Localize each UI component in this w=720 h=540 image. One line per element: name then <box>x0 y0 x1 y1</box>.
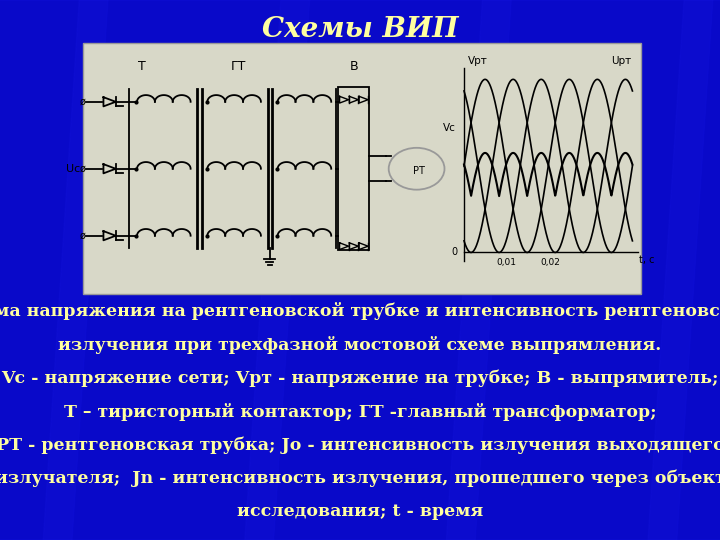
Text: t, с: t, с <box>639 255 654 265</box>
Text: ø: ø <box>80 164 86 174</box>
Text: 0: 0 <box>451 247 457 258</box>
Text: РТ - рентгеновская трубка; Jo - интенсивность излучения выходящего: РТ - рентгеновская трубка; Jo - интенсив… <box>0 436 720 454</box>
Text: ø: ø <box>80 231 86 241</box>
Text: ø: ø <box>80 97 86 107</box>
Polygon shape <box>0 0 310 540</box>
Text: ГТ: ГТ <box>230 60 246 73</box>
Text: В: В <box>349 60 358 73</box>
Text: РТ: РТ <box>413 166 426 176</box>
Text: Uрт: Uрт <box>611 56 631 66</box>
Text: Форма напряжения на рентгеновской трубке и интенсивность рентгеновского: Форма напряжения на рентгеновской трубке… <box>0 302 720 320</box>
Text: Т – тиристорный контактор; ГТ -главный трансформатор;: Т – тиристорный контактор; ГТ -главный т… <box>63 403 657 421</box>
Text: Vc: Vc <box>443 123 456 133</box>
Text: Схемы ВИП: Схемы ВИП <box>262 16 458 43</box>
Text: исследования; t - время: исследования; t - время <box>237 503 483 520</box>
Text: излучателя;  Jn - интенсивность излучения, прошедшего через объект: излучателя; Jn - интенсивность излучения… <box>0 470 720 487</box>
Polygon shape <box>648 0 720 540</box>
Text: 0,02: 0,02 <box>541 258 560 267</box>
Polygon shape <box>43 0 511 540</box>
Polygon shape <box>245 0 713 540</box>
Text: T: T <box>138 60 145 73</box>
Text: излучения при трехфазной мостовой схеме выпрямления.: излучения при трехфазной мостовой схеме … <box>58 336 662 354</box>
Text: 0,01: 0,01 <box>496 258 516 267</box>
Bar <box>83 43 641 294</box>
Bar <box>338 87 369 251</box>
Text: Uс: Uс <box>66 164 80 174</box>
Polygon shape <box>446 0 720 540</box>
Text: Vрт: Vрт <box>468 56 488 66</box>
Text: Vc - напряжение сети; Vрт - напряжение на трубке; В - выпрямитель;: Vc - напряжение сети; Vрт - напряжение н… <box>1 369 719 387</box>
Polygon shape <box>0 0 108 540</box>
